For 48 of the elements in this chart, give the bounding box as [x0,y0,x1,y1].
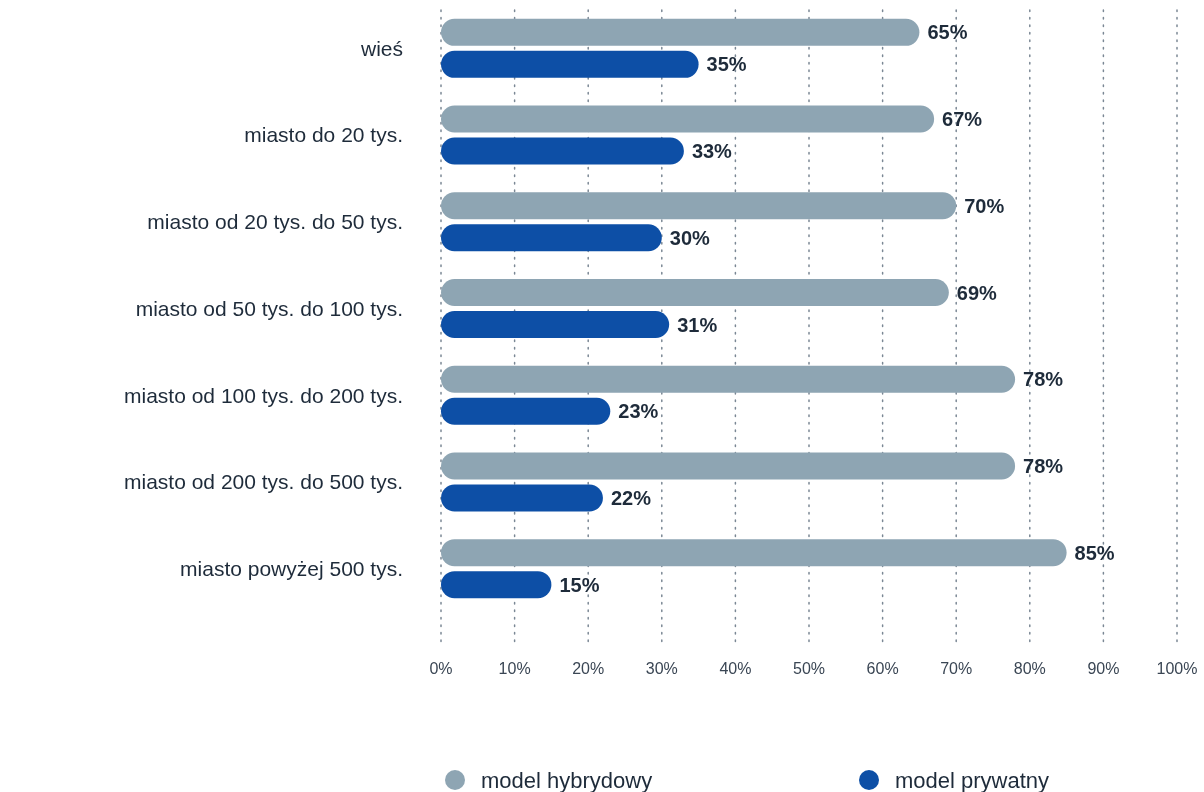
bar [441,397,611,425]
bar [441,137,684,165]
y-tick-label: miasto od 50 tys. do 100 tys. [135,296,403,320]
data-label: 69% [956,281,998,304]
y-tick-label: miasto do 20 tys. [244,123,403,147]
data-label: 22% [610,486,652,509]
data-label: 33% [691,140,733,163]
x-tick-label: 90% [1087,659,1120,677]
x-tick-label: 20% [572,659,605,677]
x-tick-label: 0% [429,659,453,677]
data-label: 78% [1023,454,1064,477]
y-tick-label: miasto od 20 tys. do 50 tys. [147,210,403,234]
data-label: 85% [1074,541,1115,564]
data-label: 30% [669,226,711,249]
bar [441,105,935,133]
data-label: 65% [927,21,968,44]
bar [441,452,1016,480]
y-tick-label: miasto od 200 tys. do 500 tys. [124,470,403,494]
legend-label: model hybrydowy [481,767,653,792]
x-tick-label: 80% [1013,659,1046,677]
x-tick-label: 50% [792,659,826,677]
y-tick-label: wieś [359,36,403,60]
bar [441,539,1067,567]
data-label: 35% [706,53,747,76]
bar [441,50,699,78]
data-label: 23% [618,400,659,423]
x-tick-label: 100% [1156,659,1198,677]
data-label: 70% [964,194,1005,217]
y-tick-label: miasto powyżej 500 tys. [180,556,403,580]
bar [441,192,957,220]
x-tick-label: 30% [645,659,678,677]
bar [441,571,552,599]
data-label: 67% [942,108,983,131]
bar [441,311,670,338]
data-label: 31% [677,313,718,336]
data-label: 15% [559,573,600,596]
legend-label: model prywatny [895,767,1050,792]
x-tick-label: 60% [866,659,899,677]
y-tick-label: miasto od 100 tys. do 200 tys. [124,383,403,407]
x-tick-label: 40% [719,659,752,677]
bar [441,279,949,306]
bar [441,365,1016,393]
bar [441,224,662,252]
bar [441,18,920,46]
x-tick-label: 70% [940,659,973,677]
x-tick-label: 10% [498,659,531,677]
bar [441,484,603,512]
data-label: 78% [1023,368,1064,391]
